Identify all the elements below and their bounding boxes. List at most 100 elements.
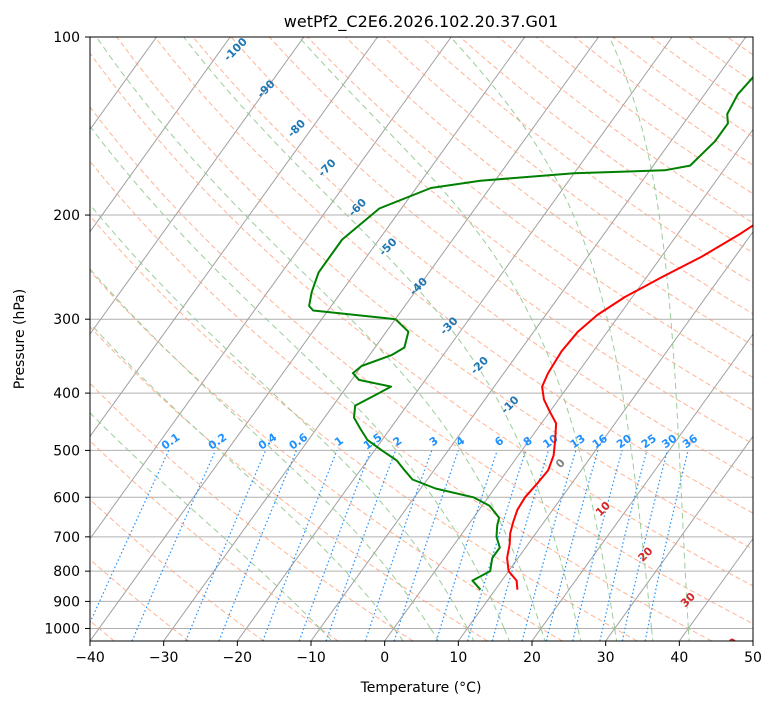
moist-adiabat-line xyxy=(90,322,395,629)
moist-adiabat-line xyxy=(298,37,616,629)
dry-adiabat-line xyxy=(154,37,753,514)
mixing-ratio-line xyxy=(599,450,648,641)
isotherm-line xyxy=(90,37,231,233)
dry-adiabat-line xyxy=(192,37,753,479)
mixing-ratio-line xyxy=(545,450,599,641)
moist-adiabat-line xyxy=(503,628,510,641)
mixing-ratio-label: 0.2 xyxy=(206,431,229,453)
dry-adiabat-line xyxy=(765,37,775,641)
temperature-profile-line xyxy=(506,224,753,590)
dry-adiabat-line xyxy=(497,37,753,224)
mixing-ratio-line xyxy=(644,450,689,641)
wet-bulb-label: 20 xyxy=(636,544,656,564)
mixing-ratio-label: 36 xyxy=(680,432,700,452)
y-tick-label: 1000 xyxy=(44,621,80,637)
dry-adiabat-line xyxy=(726,37,753,56)
mixing-ratio-line xyxy=(131,450,217,641)
wet-bulb-label: 30 xyxy=(678,590,698,610)
isotherm-line xyxy=(605,435,753,641)
mixing-ratio-label: 4 xyxy=(453,434,467,449)
chart-title: wetPf2_C2E6.2026.102.20.37.G01 xyxy=(284,12,558,32)
dry-adiabat-label: -60 xyxy=(346,196,369,219)
moist-adiabat-line xyxy=(450,37,652,629)
dry-adiabat-line xyxy=(90,498,264,641)
dry-adiabat-line xyxy=(90,558,190,641)
mixing-ratio-label: 25 xyxy=(639,432,659,451)
dry-adiabat-label: -30 xyxy=(437,314,460,337)
wet-bulb-label: 10 xyxy=(593,499,613,519)
series-layer xyxy=(308,75,753,591)
dry-adiabat-line xyxy=(90,326,488,641)
y-axis-label: Pressure (hPa) xyxy=(12,289,28,389)
moist-adiabat-line xyxy=(319,628,333,641)
y-tick-label: 300 xyxy=(53,312,80,328)
mixing-ratio-line xyxy=(572,450,623,641)
dry-adiabat-label: -70 xyxy=(315,156,338,179)
dry-adiabat-line xyxy=(90,160,712,641)
y-tick-label: 600 xyxy=(53,490,80,506)
mixing-ratio-line xyxy=(298,450,372,641)
y-axis-ticks: 100 200 300 400 500 600 700 800 900 1000 xyxy=(44,30,90,637)
x-tick-label: −20 xyxy=(223,650,253,666)
dry-adiabat-line xyxy=(90,382,414,641)
background-lines xyxy=(0,37,775,641)
moist-adiabat-line xyxy=(90,125,505,629)
mixing-ratio-label: 10 xyxy=(540,432,560,452)
plot-frame xyxy=(89,36,754,642)
wet-bulb-label: 40 xyxy=(721,635,741,655)
moist-adiabat-line xyxy=(90,268,431,629)
dry-adiabat-label: -90 xyxy=(254,77,277,100)
dry-adiabat-line xyxy=(383,37,753,315)
dry-adiabat-line xyxy=(612,37,753,138)
mixing-ratio-label: 13 xyxy=(568,432,588,451)
mixing-ratio-label: 0.4 xyxy=(256,430,280,452)
dry-adiabat-line xyxy=(345,37,753,346)
moist-adiabat-line xyxy=(614,628,618,641)
isotherm-line xyxy=(163,37,599,641)
mixing-ratio-line xyxy=(90,450,170,625)
moist-adiabat-line xyxy=(577,628,582,641)
moist-adiabat-line xyxy=(90,203,468,629)
isotherm-line xyxy=(90,37,452,540)
mixing-ratio-label: 0.1 xyxy=(159,431,182,453)
dry-adiabat-line xyxy=(650,37,753,110)
dry-adiabat-line xyxy=(90,215,638,641)
y-tick-label: 700 xyxy=(53,530,80,546)
mixing-ratio-line xyxy=(218,450,297,641)
mixing-ratio-line xyxy=(364,450,433,641)
isotherm-line xyxy=(678,537,753,641)
x-tick-label: 20 xyxy=(523,650,541,666)
x-tick-label: 40 xyxy=(670,650,688,666)
y-tick-label: 800 xyxy=(53,564,80,580)
moist-adiabat-line xyxy=(608,37,689,629)
dry-adiabat-line xyxy=(421,37,753,284)
wet-bulb-label: 0 xyxy=(553,456,568,471)
y-tick-label: 400 xyxy=(53,386,80,402)
x-tick-label: −40 xyxy=(75,650,105,666)
moist-adiabat-line xyxy=(95,37,542,629)
dry-adiabat-line xyxy=(459,37,753,254)
moist-adiabat-line xyxy=(540,628,546,641)
x-axis-label: Temperature (°C) xyxy=(360,680,482,696)
isotherm-line xyxy=(90,37,526,641)
dry-adiabat-line xyxy=(307,37,753,379)
isotherm-line xyxy=(236,37,673,641)
mixing-ratio-line xyxy=(435,450,498,641)
dry-adiabat-label: -100 xyxy=(221,35,250,64)
dry-adiabat-line xyxy=(90,270,563,641)
mixing-ratio-label: 6 xyxy=(492,434,506,449)
mixing-ratio-line xyxy=(185,450,267,641)
moist-adiabat-line xyxy=(651,628,654,641)
isotherm-line xyxy=(457,230,753,641)
mixing-ratio-line xyxy=(521,450,577,641)
x-tick-label: 0 xyxy=(380,650,389,666)
dry-adiabat-label: -40 xyxy=(407,275,430,298)
y-tick-label: 900 xyxy=(53,594,80,610)
isotherm-line xyxy=(0,37,9,641)
moist-adiabat-line xyxy=(430,628,439,641)
dry-adiabat-line xyxy=(90,106,753,625)
mixing-ratio-line xyxy=(491,450,550,641)
dry-adiabat-line xyxy=(90,52,753,587)
x-tick-label: −30 xyxy=(149,650,179,666)
isotherm-line xyxy=(384,128,753,641)
